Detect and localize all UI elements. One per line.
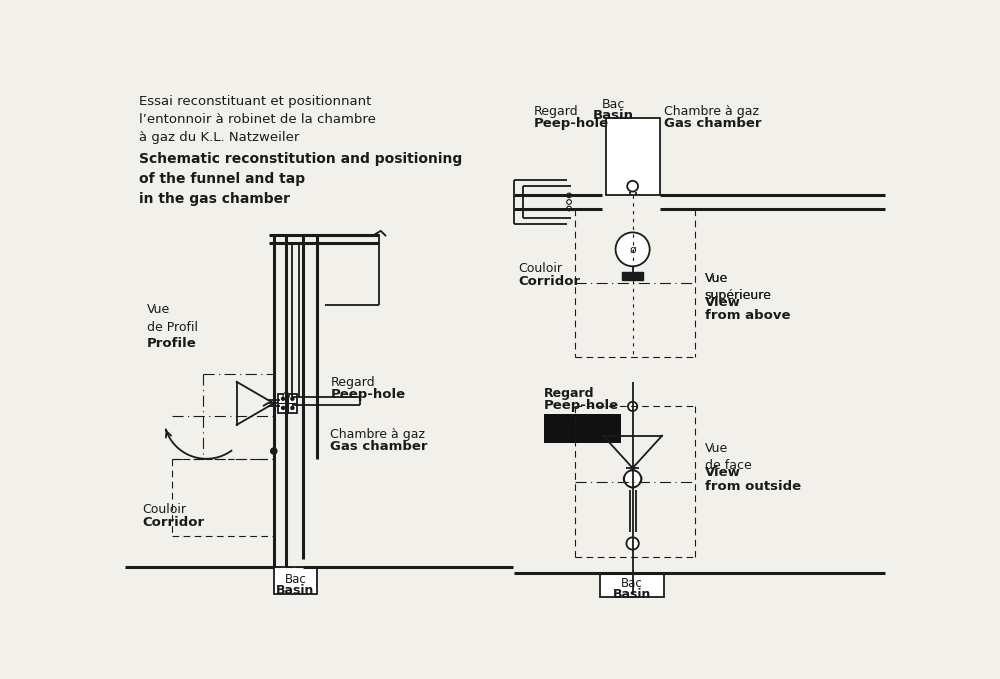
Circle shape <box>631 473 642 484</box>
Text: Bac: Bac <box>602 98 625 111</box>
Text: Peep-hole: Peep-hole <box>534 117 609 130</box>
Circle shape <box>271 448 277 454</box>
Bar <box>606 118 660 196</box>
Circle shape <box>567 200 571 204</box>
Text: Couloir: Couloir <box>519 262 563 276</box>
Circle shape <box>282 397 285 400</box>
Text: View: View <box>705 295 741 308</box>
Text: Vue
superieure: Vue superieure <box>705 272 772 302</box>
Text: Chambre à gaz: Chambre à gaz <box>330 428 425 441</box>
Text: Regard: Regard <box>330 375 375 388</box>
Text: Gas chamber: Gas chamber <box>664 117 761 130</box>
Text: Bac: Bac <box>621 577 643 590</box>
Text: View: View <box>705 466 741 479</box>
Text: Chambre à gaz: Chambre à gaz <box>664 105 759 117</box>
Text: Regard: Regard <box>544 387 594 400</box>
Bar <box>544 414 621 443</box>
Bar <box>600 573 664 598</box>
Text: Couloir: Couloir <box>142 503 186 517</box>
Text: ø: ø <box>629 244 636 255</box>
Text: Gas chamber: Gas chamber <box>330 440 428 454</box>
Text: Bac: Bac <box>285 573 306 586</box>
Bar <box>278 394 297 413</box>
Text: Basin: Basin <box>593 109 634 122</box>
Text: Vue
de face: Vue de face <box>705 442 751 472</box>
Text: Profile: Profile <box>147 337 196 350</box>
Circle shape <box>567 193 571 198</box>
Circle shape <box>291 397 294 400</box>
Circle shape <box>282 407 285 409</box>
Circle shape <box>283 392 289 399</box>
Text: Vue
de Profil: Vue de Profil <box>147 304 198 334</box>
Circle shape <box>627 477 638 488</box>
Text: Peep-hole: Peep-hole <box>330 388 406 401</box>
Circle shape <box>291 407 294 409</box>
Text: Peep-hole: Peep-hole <box>544 399 619 412</box>
Text: Essai reconstituant et positionnant
l’entonnoir à robinet de la chambre
à gaz du: Essai reconstituant et positionnant l’en… <box>139 95 376 145</box>
Text: Vue
supérieure: Vue supérieure <box>705 272 772 302</box>
Circle shape <box>627 470 638 480</box>
Text: Schematic reconstitution and positioning
of the funnel and tap
in the gas chambe: Schematic reconstitution and positioning… <box>139 152 462 206</box>
Circle shape <box>626 537 639 549</box>
Text: Corridor: Corridor <box>142 516 204 529</box>
Text: from outside: from outside <box>705 479 801 492</box>
Text: Basin: Basin <box>613 588 651 601</box>
Circle shape <box>567 206 571 211</box>
Circle shape <box>624 471 641 488</box>
Text: Basin: Basin <box>276 583 315 597</box>
Circle shape <box>623 473 634 484</box>
Text: Corridor: Corridor <box>519 275 581 288</box>
Circle shape <box>628 402 637 411</box>
Circle shape <box>627 181 638 191</box>
Text: from above: from above <box>705 309 790 322</box>
Bar <box>622 272 643 280</box>
Bar <box>274 566 317 593</box>
Circle shape <box>616 232 650 266</box>
Text: Regard: Regard <box>534 105 579 117</box>
